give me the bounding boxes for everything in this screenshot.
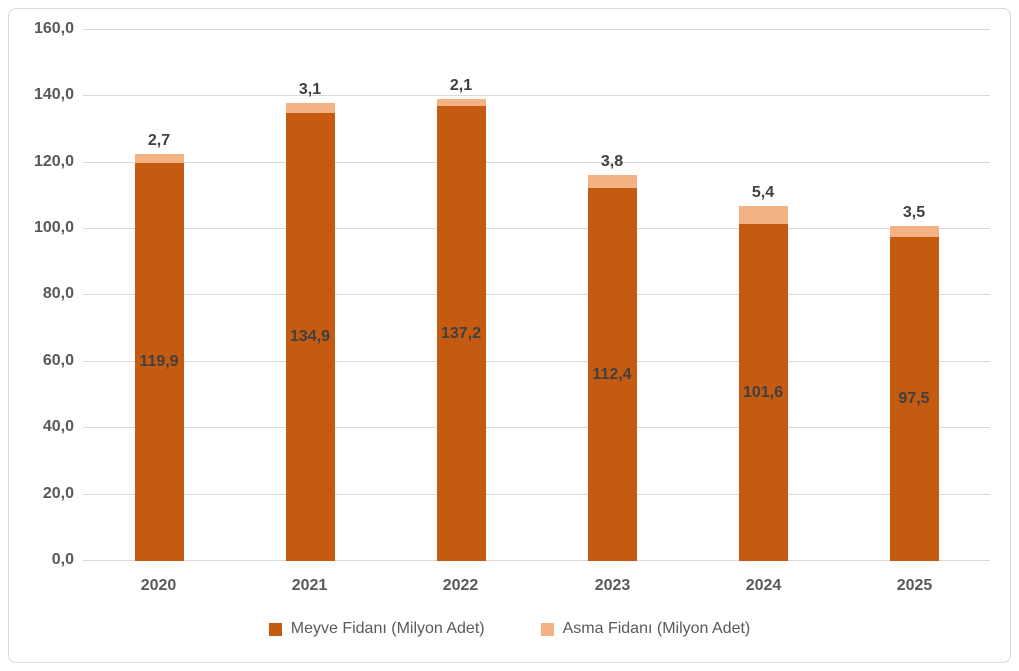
data-label-meyve-fidani-2022: 137,2 — [440, 324, 482, 342]
data-label-asma-fidani-2023: 3,8 — [600, 153, 624, 170]
y-axis-tick-label: 80,0 — [42, 285, 74, 302]
bar-segment-asma-fidani-2021 — [285, 103, 335, 113]
gridline — [83, 427, 990, 428]
y-axis-tick-label: 140,0 — [33, 86, 74, 103]
gridline — [83, 560, 990, 561]
data-label-meyve-fidani-2020: 119,9 — [139, 353, 179, 370]
y-axis-tick-label: 60,0 — [42, 352, 74, 369]
data-label-meyve-fidani-2024: 101,6 — [742, 383, 784, 401]
y-axis-tick-label: 40,0 — [42, 418, 74, 435]
y-axis-tick-label: 100,0 — [33, 219, 74, 236]
bar-segment-asma-fidani-2025 — [889, 226, 939, 237]
gridline — [83, 294, 990, 295]
gridline — [83, 162, 990, 163]
bar-segment-meyve-fidani-2022 — [436, 106, 486, 561]
y-axis: 0,0 20,0 40,0 60,0 80,0 100,0 120,0 140,0 160,0 — [8, 20, 74, 568]
bar-segment-asma-fidani-2023 — [587, 175, 637, 188]
y-axis-tick-label: 160,0 — [33, 20, 74, 37]
data-label-asma-fidani-2020: 2,7 — [147, 132, 171, 149]
data-label-asma-fidani-2025: 3,5 — [902, 204, 926, 221]
bar-segment-asma-fidani-2022 — [436, 99, 486, 106]
bar-segment-meyve-fidani-2025 — [889, 237, 939, 561]
y-axis-tick-label: 0,0 — [51, 551, 74, 568]
data-label-asma-fidani-2022: 2,1 — [449, 77, 473, 94]
bar-segment-meyve-fidani-2020 — [134, 163, 184, 561]
legend-swatch-meyve-fidani-icon — [268, 622, 282, 636]
x-axis-label-2022: 2022 — [442, 577, 479, 594]
legend-swatch-asma-fidani-icon — [540, 622, 554, 636]
data-label-asma-fidani-2021: 3,1 — [298, 81, 322, 98]
x-axis: 2020 2021 2022 2023 2024 2025 — [83, 574, 990, 598]
legend-item-asma-fidani: Asma Fidanı (Milyon Adet) — [540, 620, 751, 638]
plot-area: 119,9 2,7 134,9 3,1 137,2 2,1 112,4 3,8 101,6 5,4… — [83, 29, 990, 561]
gridline — [83, 361, 990, 362]
data-label-asma-fidani-2024: 5,4 — [751, 184, 775, 201]
bar-segment-asma-fidani-2020 — [134, 154, 184, 163]
bar-segment-meyve-fidani-2021 — [285, 113, 335, 561]
data-label-meyve-fidani-2021: 134,9 — [289, 328, 331, 345]
gridline — [83, 228, 990, 229]
bar-segment-asma-fidani-2024 — [738, 206, 788, 224]
x-axis-label-2021: 2021 — [291, 577, 328, 594]
bar-segment-meyve-fidani-2024 — [738, 224, 788, 561]
x-axis-label-2020: 2020 — [140, 577, 177, 594]
x-axis-label-2025: 2025 — [896, 577, 933, 594]
y-axis-tick-label: 120,0 — [33, 153, 74, 170]
x-axis-label-2023: 2023 — [594, 577, 631, 594]
gridline — [83, 494, 990, 495]
x-axis-label-2024: 2024 — [745, 577, 782, 594]
legend: Meyve Fidanı (Milyon Adet) Asma Fidanı (… — [0, 620, 1019, 638]
data-label-meyve-fidani-2025: 97,5 — [898, 390, 930, 407]
gridline — [83, 29, 990, 30]
bar-segment-meyve-fidani-2023 — [587, 188, 637, 561]
legend-label-meyve-fidani: Meyve Fidanı (Milyon Adet) — [290, 620, 485, 637]
y-axis-tick-label: 20,0 — [42, 485, 74, 502]
data-label-meyve-fidani-2023: 112,4 — [592, 365, 632, 383]
legend-label-asma-fidani: Asma Fidanı (Milyon Adet) — [562, 620, 751, 637]
gridline — [83, 95, 990, 96]
legend-item-meyve-fidani: Meyve Fidanı (Milyon Adet) — [268, 620, 485, 638]
